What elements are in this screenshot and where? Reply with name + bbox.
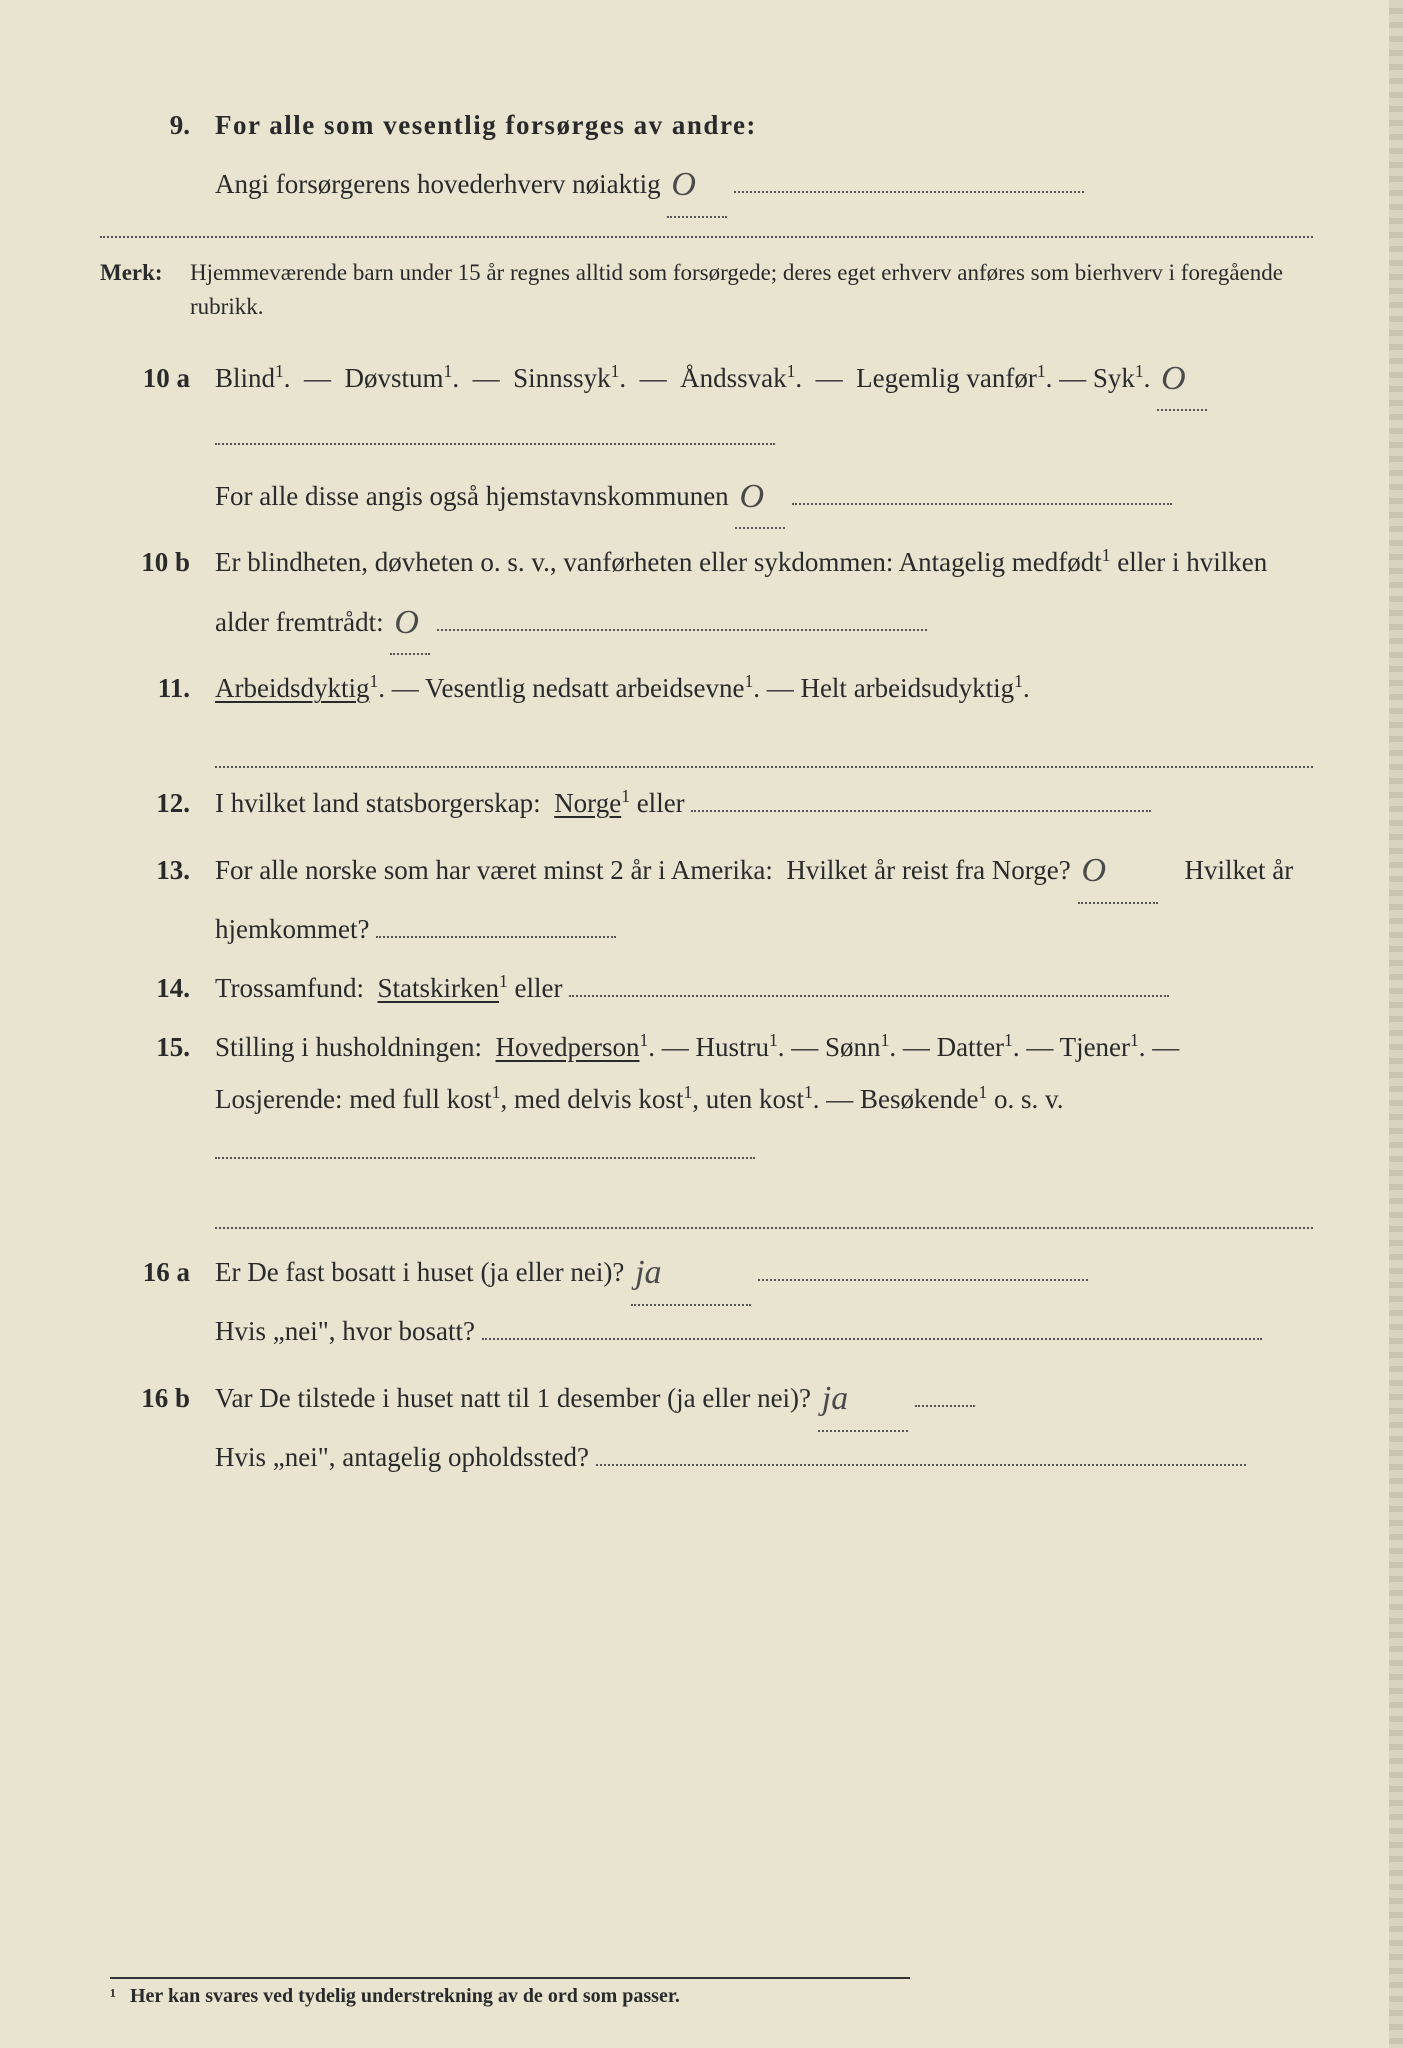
q11-opt2[interactable]: Vesentlig nedsatt arbeidsevne — [425, 673, 744, 703]
question-16a: 16 a Er De fast bosatt i huset (ja eller… — [100, 1239, 1313, 1357]
question-10b: 10 b Er blindheten, døvheten o. s. v., v… — [100, 537, 1313, 655]
divider — [100, 236, 1313, 238]
question-13: 13. For alle norske som har været minst … — [100, 837, 1313, 955]
q16a-text2: Hvis „nei", hvor bosatt? — [215, 1316, 475, 1346]
q10a-number: 10 a — [100, 353, 215, 404]
q16b-text2: Hvis „nei", antagelig opholdssted? — [215, 1442, 589, 1472]
q10b-number: 10 b — [100, 537, 215, 588]
q9-fill[interactable]: O — [667, 151, 727, 218]
q13-fill2[interactable] — [376, 936, 616, 938]
q15-fill[interactable] — [215, 1157, 755, 1159]
merk-label: Merk: — [100, 256, 190, 291]
q14-fill[interactable] — [569, 995, 1169, 997]
question-10a: 10 a Blind1. — Døvstum1. — Sinnssyk1. — … — [100, 345, 1313, 529]
q14-opt[interactable]: Statskirken — [378, 973, 500, 1003]
q10a-fill1[interactable]: O — [1157, 345, 1207, 412]
perforated-edge — [1389, 0, 1403, 2048]
q13-text1: For alle norske som har været minst 2 år… — [215, 855, 1071, 885]
q10a-text2: For alle disse angis også hjemstavnskomm… — [215, 481, 729, 511]
q9-line2: Angi forsørgerens hovederhverv nøiaktig — [215, 169, 661, 199]
question-16b: 16 b Var De tilstede i huset natt til 1 … — [100, 1365, 1313, 1483]
q10a-options: Blind1. — Døvstum1. — Sinnssyk1. — Åndss… — [215, 363, 1150, 393]
q16b-number: 16 b — [100, 1373, 215, 1424]
q11-opt3[interactable]: Helt arbeidsudyktig — [800, 673, 1014, 703]
question-12: 12. I hvilket land statsborgerskap: Norg… — [100, 778, 1313, 829]
q16b-fill1-extend[interactable] — [915, 1405, 975, 1407]
footnote: ¹ Her kan svares ved tydelig understrekn… — [110, 1977, 910, 2008]
q16b-fill2[interactable] — [596, 1464, 1246, 1466]
q10b-text: Er blindheten, døvheten o. s. v., vanfør… — [215, 547, 1267, 636]
q9-number: 9. — [100, 100, 215, 151]
q12-number: 12. — [100, 778, 215, 829]
q12-after: eller — [637, 788, 685, 818]
q9-line1: For alle som vesentlig forsørges av andr… — [215, 110, 757, 140]
q15-text: Stilling i husholdningen: — [215, 1032, 482, 1062]
q10b-fill-extend[interactable] — [437, 629, 927, 631]
q16b-fill1[interactable]: ja — [818, 1365, 908, 1432]
q16a-fill1[interactable]: ja — [631, 1239, 751, 1306]
q14-number: 14. — [100, 963, 215, 1014]
q16a-text1: Er De fast bosatt i huset (ja eller nei)… — [215, 1257, 624, 1287]
q15-number: 15. — [100, 1022, 215, 1073]
q11-blank-line[interactable] — [215, 723, 1313, 768]
question-11: 11. Arbeidsdyktig1. — Vesentlig nedsatt … — [100, 663, 1313, 714]
q10a-fill2-extend[interactable] — [792, 503, 1172, 505]
q10a-fill1-extend[interactable] — [215, 443, 775, 445]
question-9: 9. For alle som vesentlig forsørges av a… — [100, 100, 1313, 218]
q16a-fill1-extend[interactable] — [758, 1279, 1088, 1281]
q14-after: eller — [515, 973, 563, 1003]
q13-fill1[interactable]: O — [1078, 837, 1158, 904]
q10a-fill2[interactable]: O — [735, 463, 785, 530]
q9-fill-extend[interactable] — [734, 191, 1084, 193]
q13-number: 13. — [100, 845, 215, 896]
question-15: 15. Stilling i husholdningen: Hovedperso… — [100, 1022, 1313, 1176]
q16b-text1: Var De tilstede i huset natt til 1 desem… — [215, 1383, 811, 1413]
q10b-fill[interactable]: O — [390, 589, 430, 656]
q12-fill[interactable] — [691, 810, 1151, 812]
q15-blank-line[interactable] — [215, 1184, 1313, 1229]
merk-text: Hjemmeværende barn under 15 år regnes al… — [190, 256, 1313, 325]
q16a-fill2[interactable] — [482, 1338, 1262, 1340]
footnote-marker: ¹ — [110, 1985, 116, 2008]
q15-opt1[interactable]: Hovedperson — [496, 1032, 640, 1062]
q11-opt1[interactable]: Arbeidsdyktig — [215, 673, 370, 703]
q12-text: I hvilket land statsborgerskap: — [215, 788, 541, 818]
q12-opt[interactable]: Norge — [554, 788, 621, 818]
q11-number: 11. — [100, 663, 215, 714]
question-14: 14. Trossamfund: Statskirken1 eller — [100, 963, 1313, 1014]
footnote-text: Her kan svares ved tydelig understreknin… — [130, 1985, 680, 2007]
merk-note: Merk: Hjemmeværende barn under 15 år reg… — [100, 256, 1313, 325]
q14-text: Trossamfund: — [215, 973, 364, 1003]
q16a-number: 16 a — [100, 1247, 215, 1298]
census-form-page: 9. For alle som vesentlig forsørges av a… — [0, 0, 1403, 1551]
